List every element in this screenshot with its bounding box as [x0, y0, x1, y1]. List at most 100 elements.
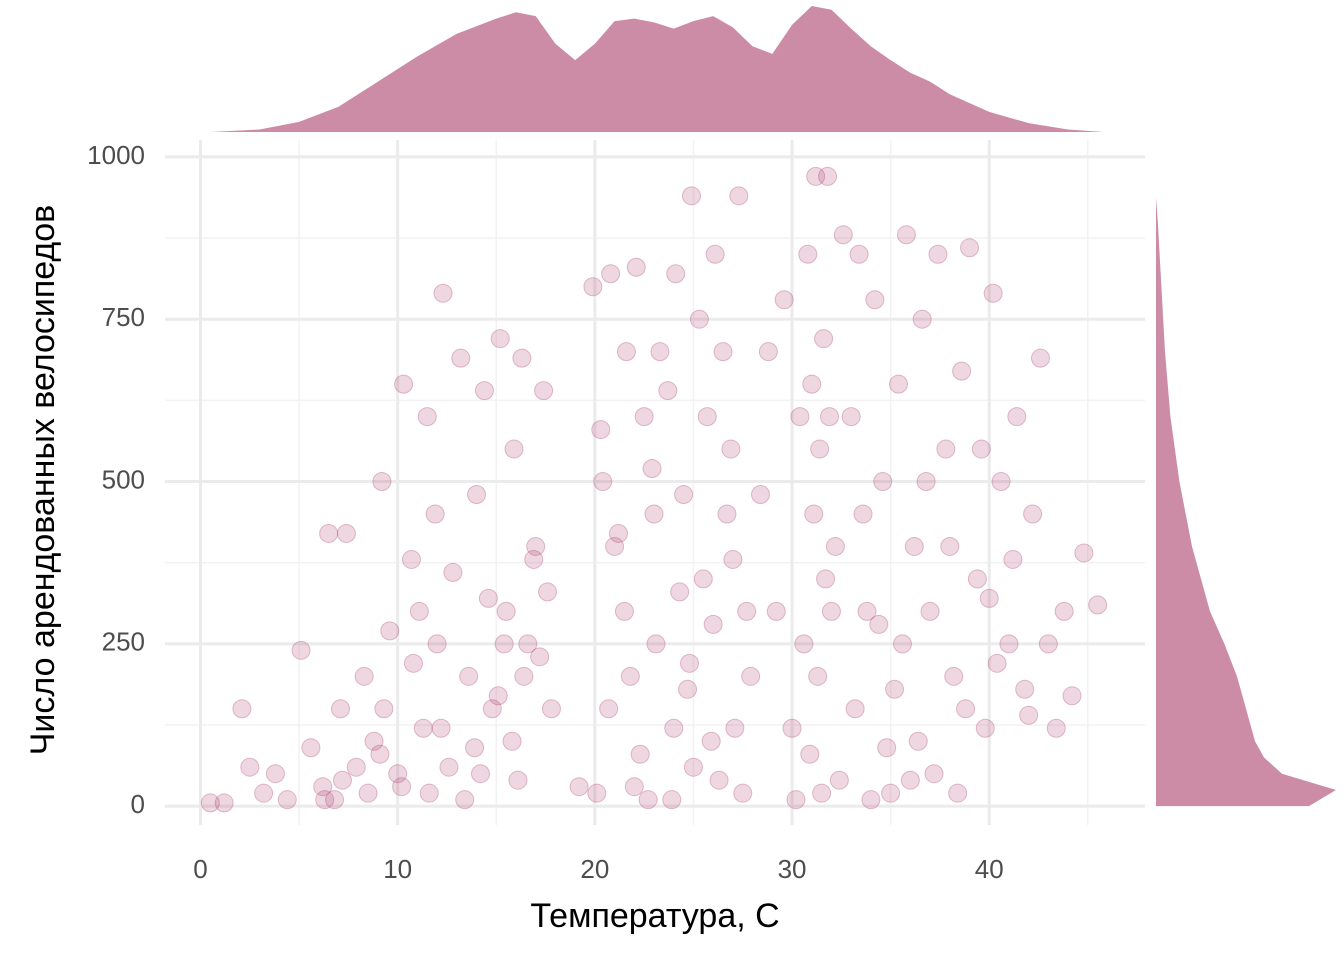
point [703, 614, 723, 634]
point [900, 770, 920, 790]
point [265, 764, 285, 784]
y-tick-label: 750 [102, 302, 145, 332]
point [605, 536, 625, 556]
point [940, 536, 960, 556]
point [701, 731, 721, 751]
point [806, 166, 826, 186]
x-tick-label: 30 [778, 854, 807, 884]
point [658, 381, 678, 401]
point [758, 342, 778, 362]
point [979, 588, 999, 608]
point [593, 472, 613, 492]
point [681, 186, 701, 206]
point [646, 634, 666, 654]
point [786, 790, 806, 810]
point [419, 783, 439, 803]
point [214, 793, 234, 813]
point [413, 718, 433, 738]
point [1007, 407, 1027, 427]
point [999, 634, 1019, 654]
point [417, 407, 437, 427]
point [1074, 543, 1094, 563]
point [291, 640, 311, 660]
point [889, 374, 909, 394]
point [956, 699, 976, 719]
point [1023, 504, 1043, 524]
point [904, 536, 924, 556]
point [614, 601, 634, 621]
point [372, 472, 392, 492]
point [394, 374, 414, 394]
point [782, 718, 802, 738]
point [908, 731, 928, 751]
point [896, 225, 916, 245]
point [530, 647, 550, 667]
point [514, 666, 534, 686]
point [512, 348, 532, 368]
point [814, 329, 834, 349]
point [857, 601, 877, 621]
point [325, 790, 345, 810]
point [502, 731, 522, 751]
point [409, 601, 429, 621]
x-density [210, 6, 1104, 132]
point [944, 666, 964, 686]
point [717, 504, 737, 524]
x-tick-label: 0 [193, 854, 207, 884]
point [674, 485, 694, 505]
point [798, 244, 818, 264]
point [802, 374, 822, 394]
point [494, 634, 514, 654]
point [960, 238, 980, 258]
point [354, 666, 374, 686]
point [534, 381, 554, 401]
point [666, 264, 686, 284]
point [818, 166, 838, 186]
point [750, 485, 770, 505]
point [591, 420, 611, 440]
point [319, 523, 339, 543]
point [983, 283, 1003, 303]
point [277, 790, 297, 810]
point [433, 283, 453, 303]
x-tick-label: 40 [975, 854, 1004, 884]
point [816, 569, 836, 589]
point [892, 634, 912, 654]
point [1046, 718, 1066, 738]
point [467, 485, 487, 505]
point [642, 459, 662, 479]
point [524, 549, 544, 569]
point [821, 601, 841, 621]
point [470, 764, 490, 784]
point [794, 634, 814, 654]
x-axis-title: Температура, С [530, 897, 779, 935]
point [488, 686, 508, 706]
point [587, 783, 607, 803]
point [599, 699, 619, 719]
point [425, 504, 445, 524]
point [644, 504, 664, 524]
point [812, 783, 832, 803]
point [697, 407, 717, 427]
point [541, 699, 561, 719]
point [948, 783, 968, 803]
y-density [1156, 197, 1336, 807]
point [683, 757, 703, 777]
point [729, 186, 749, 206]
point [609, 523, 629, 543]
point [403, 653, 423, 673]
point [518, 634, 538, 654]
point [808, 666, 828, 686]
point [845, 699, 865, 719]
point [427, 634, 447, 654]
point [885, 679, 905, 699]
point [861, 790, 881, 810]
point [991, 472, 1011, 492]
point [478, 588, 498, 608]
point [975, 718, 995, 738]
point [841, 407, 861, 427]
point [678, 679, 698, 699]
point [810, 439, 830, 459]
point [601, 264, 621, 284]
point [705, 244, 725, 264]
